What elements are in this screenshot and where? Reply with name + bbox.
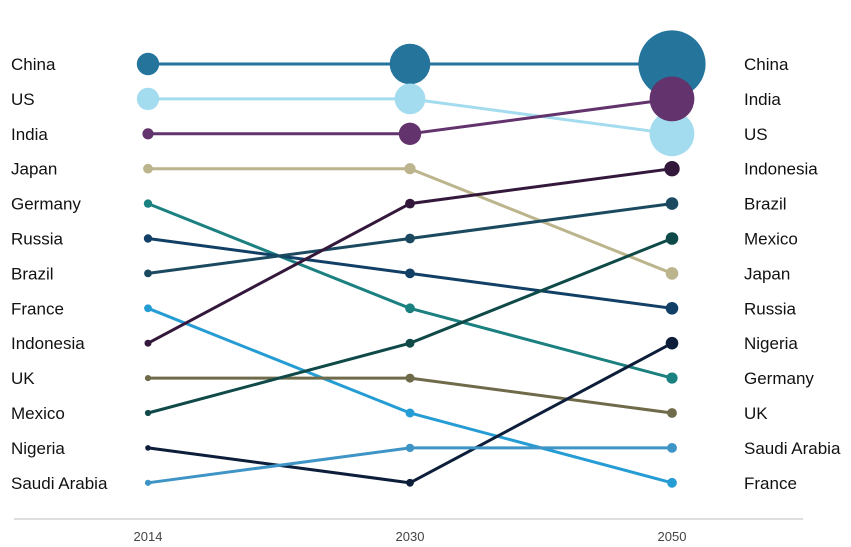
left-label-china: China <box>11 55 56 74</box>
dot-mexico-2014 <box>144 409 152 417</box>
dot-nigeria-2030 <box>406 478 414 487</box>
dot-russia-2014 <box>143 234 153 243</box>
right-labels: China US India Japan Germany Russia Brazil Fran… <box>744 55 841 493</box>
left-label-saudi-arabia: Saudi Arabia <box>11 474 108 493</box>
right-label-indonesia: Indonesia <box>744 160 818 179</box>
left-label-russia: Russia <box>11 230 64 249</box>
dot-germany-2050 <box>666 372 678 384</box>
dot-us-2030 <box>394 83 426 115</box>
dot-nigeria-2014 <box>145 445 151 451</box>
dot-france-2050 <box>667 477 677 488</box>
dot-nigeria-2050 <box>665 336 679 350</box>
right-label-uk: UK <box>744 404 768 423</box>
left-label-india: India <box>11 125 48 144</box>
right-label-russia: Russia <box>744 299 797 318</box>
right-label-france: France <box>744 474 797 493</box>
year-label-2050: 2050 <box>658 529 687 544</box>
dot-saudi-arabia-2030 <box>405 443 415 453</box>
year-label-2014: 2014 <box>134 529 163 544</box>
series-line-japan <box>148 167 673 275</box>
left-label-us: US <box>11 90 35 109</box>
left-label-brazil: Brazil <box>11 264 54 283</box>
left-label-mexico: Mexico <box>11 404 65 423</box>
right-label-germany: Germany <box>744 369 814 388</box>
dot-japan-2030 <box>404 163 416 175</box>
dot-uk-2014 <box>144 375 152 382</box>
dot-germany-2030 <box>405 303 415 314</box>
dot-china-2050 <box>638 30 706 98</box>
right-label-mexico: Mexico <box>744 230 798 249</box>
dot-japan-2014 <box>143 163 153 174</box>
left-label-uk: UK <box>11 369 35 388</box>
dot-uk-2050 <box>667 408 677 418</box>
dot-russia-2030 <box>405 268 415 279</box>
dot-brazil-2014 <box>144 269 152 278</box>
dot-indonesia-2014 <box>144 339 152 347</box>
series-line-uk <box>148 376 673 415</box>
dot-indonesia-2030 <box>405 198 415 209</box>
dot-us-2014 <box>136 87 160 111</box>
right-label-japan: Japan <box>744 264 790 283</box>
right-label-saudi-arabia: Saudi Arabia <box>744 439 841 458</box>
right-label-nigeria: Nigeria <box>744 334 798 353</box>
right-label-india: India <box>744 90 781 109</box>
dot-mexico-2030 <box>405 338 415 348</box>
left-label-indonesia: Indonesia <box>11 334 85 353</box>
series-line-mexico <box>147 237 673 415</box>
dot-brazil-2030 <box>405 233 415 244</box>
dot-japan-2050 <box>665 267 679 280</box>
series-dots <box>136 30 706 488</box>
left-label-germany: Germany <box>11 195 81 214</box>
series-line-indonesia <box>147 167 673 345</box>
year-labels: 2014 2030 2050 <box>134 529 687 544</box>
dot-germany-2014 <box>143 199 153 208</box>
right-label-us: US <box>744 125 768 144</box>
dot-china-2014 <box>136 52 160 76</box>
dot-indonesia-2050 <box>664 161 680 177</box>
dot-france-2030 <box>405 408 415 418</box>
dot-india-2014 <box>142 128 154 140</box>
dot-india-2030 <box>398 122 422 145</box>
dot-saudi-arabia-2014 <box>144 479 152 486</box>
right-label-brazil: Brazil <box>744 195 787 214</box>
dot-uk-2030 <box>405 373 415 383</box>
right-label-china: China <box>744 55 789 74</box>
series-line-france <box>147 306 673 485</box>
dot-france-2014 <box>144 304 152 313</box>
left-label-japan: Japan <box>11 160 57 179</box>
dot-us-2050 <box>649 111 695 157</box>
dot-russia-2050 <box>665 302 679 315</box>
left-labels: China US India Japan Germany Russia Brazil Fran… <box>11 55 108 493</box>
dot-china-2030 <box>389 43 431 85</box>
year-label-2030: 2030 <box>396 529 425 544</box>
dot-india-2050 <box>649 76 695 122</box>
dot-mexico-2050 <box>665 232 679 245</box>
left-label-france: France <box>11 299 64 318</box>
left-label-nigeria: Nigeria <box>11 439 65 458</box>
series-line-saudi-arabia <box>147 446 672 485</box>
dot-brazil-2050 <box>665 197 679 210</box>
dot-saudi-arabia-2050 <box>667 443 677 453</box>
series-line-germany <box>147 202 673 380</box>
